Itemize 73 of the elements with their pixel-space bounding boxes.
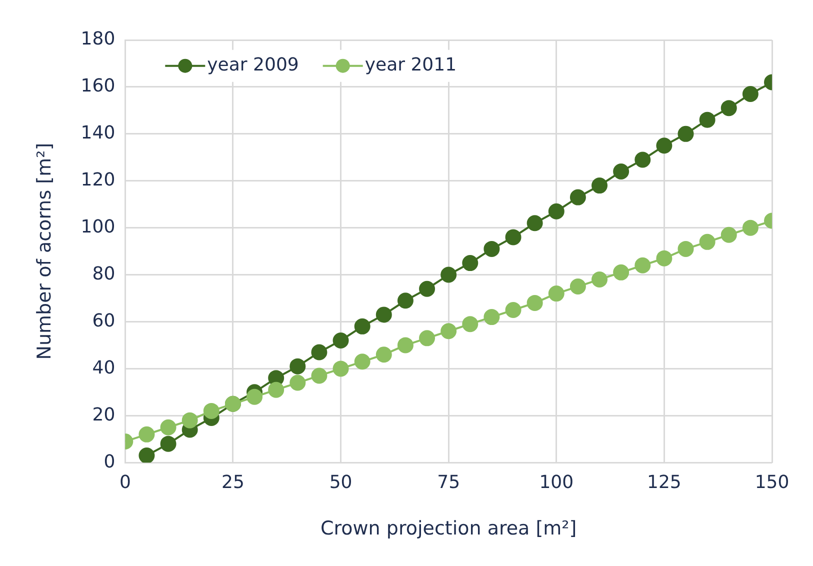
y-tick-label: 100 (80, 216, 116, 238)
point (376, 306, 392, 323)
y-tick-label: 160 (80, 76, 116, 97)
point (138, 426, 155, 442)
point (462, 255, 478, 272)
point (592, 178, 608, 194)
point (592, 271, 608, 288)
x-tick-label: 100 (539, 472, 574, 494)
legend-label: year 2009 (207, 54, 299, 76)
point (678, 126, 694, 142)
y-tick-label: 20 (92, 404, 116, 426)
point (376, 346, 392, 363)
x-tick-label: 25 (222, 472, 244, 494)
point (570, 189, 586, 206)
point (613, 264, 630, 280)
point (484, 309, 500, 326)
x-tick-label: 150 (754, 472, 790, 494)
point (397, 337, 414, 354)
point (182, 412, 198, 428)
point (742, 220, 758, 236)
point (268, 382, 284, 398)
point (548, 203, 564, 220)
point (419, 280, 436, 297)
x-tick-label: 0 (119, 472, 131, 494)
point (484, 240, 500, 257)
point (613, 163, 630, 180)
y-tick-label: 40 (92, 357, 116, 378)
point (656, 250, 672, 266)
point (354, 318, 370, 334)
point (699, 112, 716, 128)
point (526, 215, 543, 232)
x-tick-label: 50 (329, 472, 352, 494)
point (332, 360, 349, 377)
y-tick-label: 80 (92, 263, 116, 284)
point (678, 240, 694, 257)
point (505, 229, 522, 246)
legend-label: year 2011 (364, 54, 457, 76)
point (634, 257, 651, 274)
y-tick-label: 60 (92, 310, 116, 332)
y-tick-label: 0 (104, 451, 116, 472)
point (290, 358, 306, 374)
point (160, 436, 176, 452)
point (397, 292, 414, 309)
point (332, 332, 349, 349)
point (720, 226, 737, 243)
point (462, 316, 478, 332)
x-tick-label: 125 (647, 472, 682, 494)
point (656, 138, 672, 154)
point (160, 419, 176, 436)
x-tick-label: 75 (437, 472, 460, 494)
point (526, 294, 543, 311)
y-tick-label: 140 (80, 122, 116, 144)
point (246, 388, 263, 405)
point (570, 278, 586, 295)
x-axis-title: Crown projection area [m²] (320, 518, 577, 540)
point (548, 286, 564, 302)
point (440, 323, 457, 340)
point (699, 234, 716, 250)
point (203, 402, 220, 419)
point (505, 302, 522, 318)
point (419, 330, 436, 346)
point (742, 86, 758, 102)
point (440, 266, 457, 283)
y-axis-title: Number of acorns [m²] (33, 142, 56, 360)
point (311, 368, 328, 384)
point (634, 152, 651, 168)
point (290, 374, 306, 391)
point (720, 100, 737, 116)
point (311, 344, 328, 360)
point (354, 354, 370, 370)
y-tick-label: 120 (80, 170, 116, 191)
y-tick-label: 180 (80, 28, 116, 50)
point (138, 448, 155, 463)
